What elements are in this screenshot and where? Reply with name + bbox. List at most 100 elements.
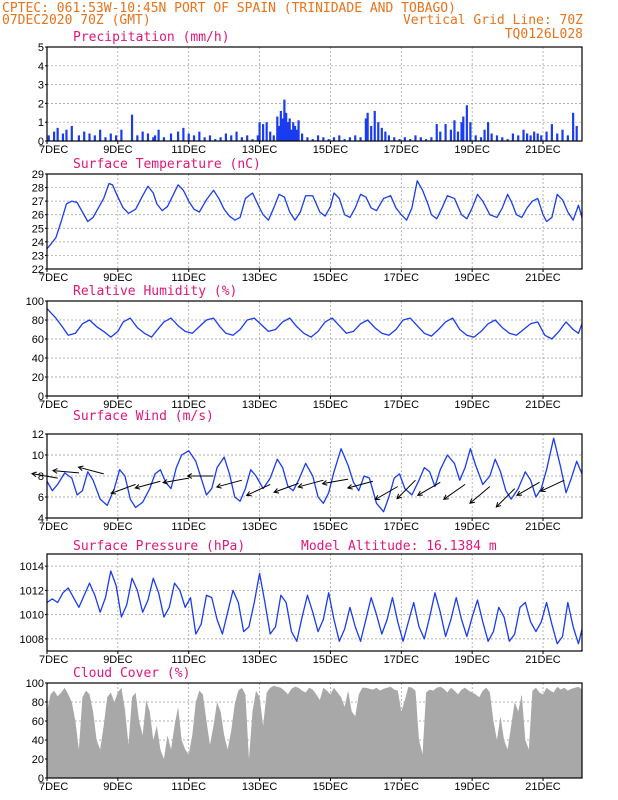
series-line — [46, 437, 583, 513]
precip-bar — [153, 135, 157, 141]
panel-2: 0 20 40 60 80 100 7DEC 9DEC 11DEC 13DEC 15DEC 17DEC… — [26, 284, 583, 411]
x-tick-label: 17DEC — [384, 781, 420, 793]
precip-bar — [387, 135, 391, 141]
x-tick-label: 15DEC — [313, 272, 349, 284]
y-tick-label: 1 — [38, 117, 44, 129]
precip-bar — [182, 127, 185, 141]
precip-bar — [300, 133, 304, 141]
y-tick-label: 0 — [38, 773, 44, 785]
x-tick-label: 17DEC — [384, 272, 420, 284]
precip-bar — [56, 127, 59, 141]
precip-bar — [572, 112, 575, 141]
precip-bar — [203, 137, 206, 141]
precip-bar — [286, 122, 290, 141]
precip-bar — [99, 129, 102, 141]
y-tick-label: 0 — [38, 391, 44, 403]
x-tick-label: 13DEC — [242, 399, 278, 411]
precip-bar — [495, 135, 499, 141]
wind-arrow — [30, 471, 58, 479]
precip-bar — [364, 118, 367, 141]
precip-bar — [311, 139, 314, 141]
precip-bar — [556, 133, 559, 141]
x-tick-label: 17DEC — [384, 521, 420, 533]
x-tick-label: 21DEC — [525, 781, 561, 793]
y-tick-label: 1008 — [20, 634, 44, 646]
wind-arrow — [442, 483, 466, 500]
y-tick-label: 1012 — [20, 585, 44, 597]
precip-bar — [550, 124, 553, 141]
y-tick-label: 40 — [32, 735, 44, 747]
panel-title: Surface Temperature (nC) — [73, 157, 261, 172]
precip-bar — [283, 99, 286, 141]
precip-bar — [453, 120, 456, 141]
precip-bar — [414, 135, 417, 141]
precip-bar — [176, 131, 180, 141]
precip-bar — [332, 137, 336, 141]
wind-arrow — [321, 478, 349, 486]
wind-arrow — [273, 482, 299, 494]
precip-bar — [393, 137, 396, 141]
precip-bar — [169, 133, 173, 141]
precip-bar — [377, 122, 380, 141]
precip-bar — [288, 118, 291, 141]
wind-arrow — [162, 477, 189, 485]
precip-bar — [141, 131, 144, 141]
y-tick-label: 80 — [32, 697, 44, 709]
panel-title: Surface Wind (m/s) — [73, 409, 214, 424]
y-tick-label: 5 — [38, 42, 44, 54]
x-tick-label: 9DEC — [103, 144, 132, 156]
precip-bar — [109, 133, 112, 141]
x-tick-label: 21DEC — [525, 144, 561, 156]
x-tick-label: 17DEC — [384, 654, 420, 666]
x-tick-label: 7DEC — [39, 781, 68, 793]
precip-bar — [545, 131, 548, 141]
y-tick-label: 60 — [32, 334, 44, 346]
x-tick-label: 19DEC — [454, 654, 490, 666]
x-tick-label: 21DEC — [525, 272, 561, 284]
panel-frame — [46, 46, 583, 142]
y-tick-label: 100 — [26, 296, 44, 308]
precip-bar — [70, 125, 73, 141]
precip-bar — [533, 131, 536, 141]
y-tick-label: 0 — [38, 136, 44, 148]
x-tick-label: 17DEC — [384, 399, 420, 411]
precip-bar — [366, 112, 369, 141]
precip-bar — [430, 137, 433, 141]
precip-bar — [240, 137, 243, 141]
precip-bar — [439, 131, 442, 141]
precip-bar — [501, 137, 504, 141]
precip-bar — [575, 125, 578, 141]
precip-bar — [316, 135, 320, 141]
precip-bar — [52, 131, 56, 141]
precip-bar — [297, 120, 300, 141]
x-tick-label: 7DEC — [39, 654, 68, 666]
y-tick-label: 24 — [32, 237, 44, 249]
y-tick-label: 22 — [32, 264, 44, 276]
precip-bar — [219, 137, 222, 141]
precip-bar — [425, 139, 428, 141]
header-code: TQ0126L028 — [505, 27, 583, 42]
precip-bar — [295, 129, 298, 141]
precip-bar — [290, 129, 293, 141]
precip-bar — [224, 133, 228, 141]
precip-bar — [251, 139, 254, 141]
cloud-cover-area — [47, 685, 582, 778]
precip-bar — [522, 129, 525, 141]
precip-bar — [419, 137, 422, 141]
panel-frame — [46, 553, 583, 652]
header-date: 07DEC2020 70Z (GMT) — [2, 13, 151, 28]
x-tick-label: 19DEC — [454, 144, 490, 156]
x-tick-label: 19DEC — [454, 521, 490, 533]
x-tick-label: 15DEC — [313, 781, 349, 793]
precip-bar — [262, 124, 265, 141]
precip-bar — [269, 131, 272, 141]
header-location: CPTEC: 061:53W-10:45N PORT OF SPAIN (TRI… — [2, 1, 456, 16]
wind-arrow — [495, 488, 516, 508]
precip-bar — [136, 135, 139, 141]
precip-bar — [566, 135, 569, 141]
precip-bar — [230, 135, 233, 141]
precip-bar — [529, 135, 532, 141]
wind-arrow — [110, 483, 136, 495]
